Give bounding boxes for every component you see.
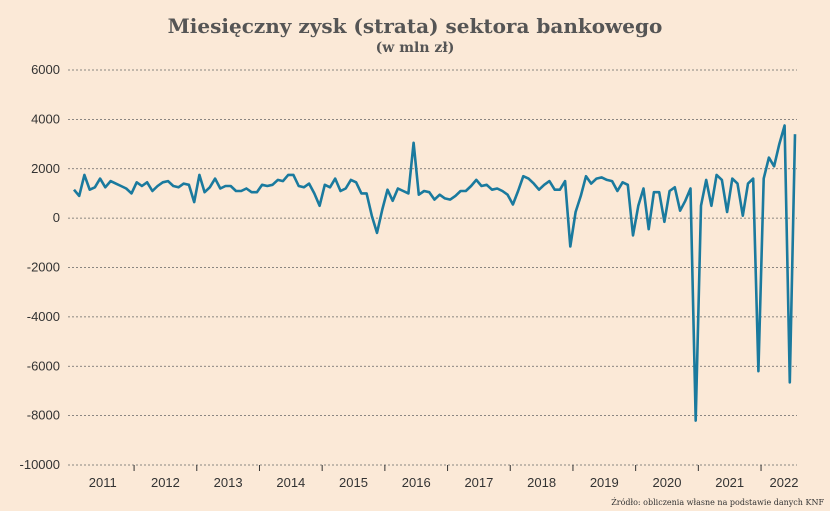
- x-tick-label: 2015: [339, 475, 368, 490]
- y-tick-label: -10000: [20, 457, 60, 472]
- x-tick-label: 2021: [715, 475, 744, 490]
- series-line: [73, 124, 797, 422]
- x-tick-label: 2020: [653, 475, 682, 490]
- y-tick-label: -4000: [27, 309, 60, 324]
- y-tick-label: -6000: [27, 358, 60, 373]
- chart-subtitle: (w mln zł): [375, 40, 455, 56]
- source-note: Źródło: obliczenia własne na podstawie d…: [611, 498, 824, 507]
- y-tick-label: 4000: [31, 111, 60, 126]
- x-tick-label: 2014: [276, 475, 305, 490]
- y-tick-label: -8000: [27, 408, 60, 423]
- x-tick-label: 2018: [527, 475, 556, 490]
- y-tick-label: -2000: [27, 260, 60, 275]
- x-tick-label: 2019: [590, 475, 619, 490]
- x-tick-label: 2011: [89, 475, 117, 490]
- x-tick-label: 2022: [770, 475, 799, 490]
- y-tick-label: 6000: [31, 62, 60, 77]
- chart-title: Miesięczny zysk (strata) sektora bankowe…: [167, 14, 663, 38]
- y-tick-label: 2000: [31, 161, 60, 176]
- x-tick-label: 2013: [214, 475, 243, 490]
- x-tick-label: 2016: [402, 475, 431, 490]
- x-tick-label: 2012: [151, 475, 180, 490]
- y-tick-label: 0: [53, 210, 60, 225]
- x-tick-label: 2017: [464, 475, 493, 490]
